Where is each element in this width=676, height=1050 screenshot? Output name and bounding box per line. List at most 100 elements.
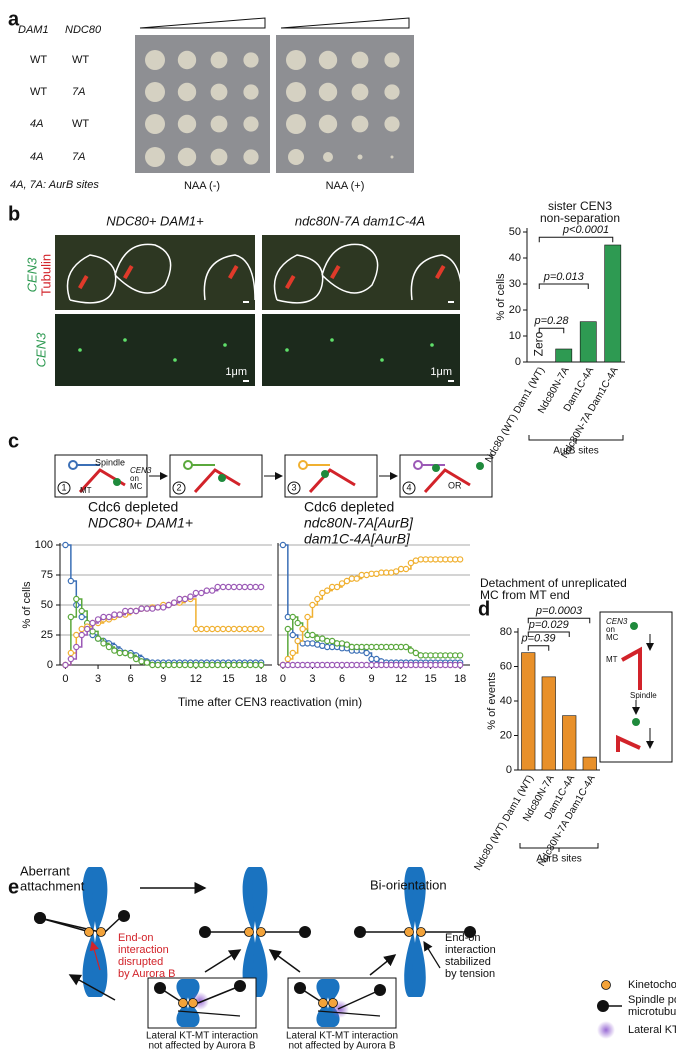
data-point — [309, 601, 316, 609]
inset-text: MC — [606, 633, 619, 642]
yeast-spot — [210, 83, 228, 101]
data-point — [252, 661, 259, 669]
data-point — [289, 613, 296, 621]
y-tick-label: 40 — [509, 252, 521, 264]
x-tick-label: 15 — [424, 673, 436, 685]
data-point — [247, 625, 254, 633]
p-value: p=0.39 — [521, 633, 556, 645]
data-point — [373, 655, 380, 663]
mc — [218, 474, 226, 482]
chart-title: Cdc6 depleted — [88, 499, 178, 515]
x-tick-label: 0 — [62, 673, 68, 685]
y-axis-label: % of cells — [495, 273, 507, 321]
data-point — [247, 661, 254, 669]
data-point — [78, 607, 85, 615]
step-circle — [172, 481, 186, 495]
spindle-pole — [234, 980, 246, 992]
data-point — [181, 661, 189, 669]
data-point — [132, 655, 140, 663]
x-tick-label: 18 — [454, 673, 466, 685]
chart-title: dam1C-4A[AurB] — [304, 531, 411, 547]
x-tick-label: 6 — [339, 673, 345, 685]
title: attachment — [20, 878, 85, 893]
data-point — [241, 583, 249, 591]
annotation: stabilized — [445, 956, 491, 968]
series-line — [65, 586, 262, 666]
data-point — [456, 556, 464, 563]
data-point — [219, 583, 227, 591]
panel-label: c — [8, 430, 19, 452]
y-axis-label: % of cells — [21, 581, 33, 629]
data-point — [165, 661, 172, 669]
data-point — [214, 583, 221, 591]
line — [369, 954, 397, 976]
legend-label: Lateral KT-MT interaction — [628, 1024, 676, 1036]
chart-title: Cdc6 depleted — [304, 499, 394, 515]
data-point — [284, 625, 292, 633]
microtubule — [621, 646, 642, 690]
cen3-signal — [123, 338, 127, 342]
yeast-spot — [288, 149, 304, 165]
data-point — [230, 625, 238, 633]
y-tick-label: 75 — [41, 569, 53, 581]
data-point — [67, 613, 75, 621]
title: Bi-orientation — [370, 877, 447, 892]
data-point — [176, 595, 183, 603]
data-point — [319, 589, 326, 597]
title: Aberrant — [20, 863, 70, 878]
data-point — [62, 541, 69, 549]
bracket — [527, 645, 550, 651]
yeast-spot — [145, 50, 165, 70]
data-point — [187, 593, 194, 600]
group-bracket — [519, 843, 599, 852]
data-point — [170, 599, 178, 606]
data-point — [94, 635, 102, 642]
inset-text: MT — [606, 655, 618, 664]
x-tick-label: 12 — [395, 673, 407, 685]
data-point — [338, 580, 346, 587]
data-point — [116, 649, 123, 657]
data-point — [94, 616, 102, 623]
data-point — [236, 583, 243, 591]
data-point — [257, 661, 265, 669]
p-value: p=0.0003 — [535, 605, 583, 617]
bar — [579, 321, 597, 363]
yeast-spot — [384, 84, 400, 100]
schematic-text: OR — [448, 480, 462, 490]
spindle-pole — [154, 982, 166, 994]
yeast-spot — [323, 152, 333, 162]
scale-bar-label: 1μm — [430, 366, 452, 378]
genotype: WT — [72, 54, 89, 66]
yeast-spot — [318, 50, 338, 70]
bar — [604, 244, 622, 363]
spindle-signal — [329, 265, 341, 280]
data-point — [187, 661, 194, 669]
data-point — [192, 625, 200, 633]
caption: not affected by Aurora B — [288, 1041, 395, 1050]
cell-outline — [66, 243, 256, 304]
data-point — [279, 541, 287, 549]
y-axis-label: % of events — [486, 672, 498, 730]
yeast-spot — [177, 114, 197, 134]
yeast-spot — [357, 154, 363, 160]
data-point — [363, 649, 370, 657]
schematic-text: Spindle — [95, 457, 125, 467]
data-point — [219, 661, 227, 669]
inset-box — [599, 611, 673, 763]
spindle-pole — [354, 926, 366, 938]
data-point — [127, 652, 134, 659]
y-tick-label: 100 — [35, 539, 53, 551]
chromatid — [252, 867, 268, 997]
annotation: End-on — [445, 932, 480, 944]
panel-label: e — [8, 876, 19, 898]
kinetochore — [328, 998, 338, 1008]
data-point — [143, 659, 151, 666]
yeast-spot — [318, 114, 338, 134]
spindle-signal — [77, 275, 89, 290]
bracket — [527, 617, 591, 624]
inset-text: on — [606, 625, 615, 634]
spindle-signal — [434, 265, 446, 280]
caption: Lateral KT-MT interaction — [146, 1031, 258, 1042]
schematic-text: CEN3 — [130, 466, 152, 475]
y-tick-label: 60 — [500, 660, 512, 672]
